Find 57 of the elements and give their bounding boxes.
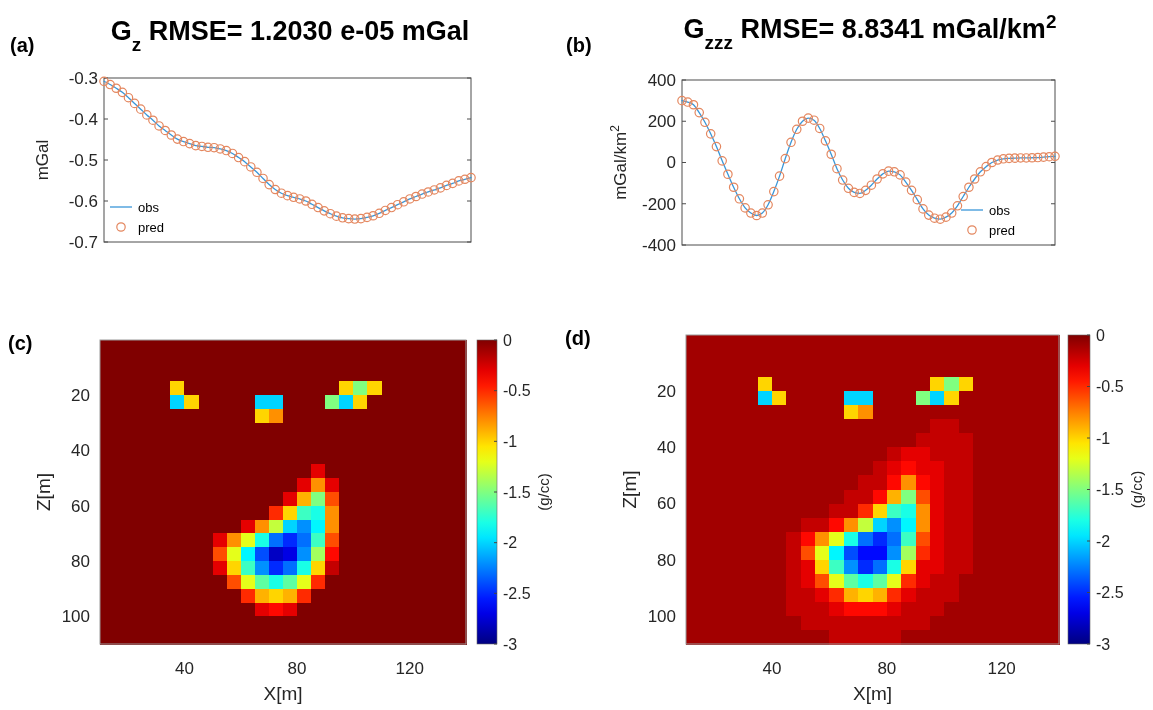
text: (d): [565, 327, 591, 349]
text: (a): [10, 34, 35, 56]
y-tick-label: 40: [657, 438, 676, 458]
color-bar-label: -2.5: [1096, 584, 1124, 602]
y-tick-label: 100: [647, 606, 676, 626]
legend-label: obs: [989, 202, 1011, 218]
legend-label: obs: [138, 199, 160, 215]
x-tick-label: 120: [987, 659, 1016, 678]
x-tick-label: 120: [395, 659, 424, 678]
color-bar-title: (g/cc): [535, 473, 552, 511]
y-tick-label: -0.6: [68, 191, 98, 211]
color-bar-label: -1: [503, 432, 518, 450]
x-tick-label: 80: [287, 659, 307, 678]
y-tick-label: 0: [666, 153, 676, 173]
x-tick-label: 80: [877, 659, 897, 678]
color-bar-label: -3: [503, 635, 518, 653]
color-bar-label: -1.5: [1096, 481, 1124, 499]
legend-label: pred: [138, 219, 165, 235]
y-tick-label: -0.7: [68, 232, 98, 252]
y-tick-label: 60: [657, 494, 676, 514]
x-axis-title: X[m]: [852, 683, 893, 704]
chart-title: G$_{zzz}$ RMSE= 8.8341 mGal/km$^{2}$: [683, 10, 1057, 53]
x-axis-title: X[m]: [263, 683, 303, 704]
y-tick-label: -200: [641, 194, 676, 214]
color-bar-label: 0: [503, 331, 512, 349]
chart-title: G$_{z}$ RMSE= 1.2030 e-05 mGal: [110, 16, 470, 55]
color-bar-label: -0.5: [503, 382, 531, 400]
y-tick-label: 200: [647, 112, 676, 132]
y-tick-label: 100: [61, 607, 90, 627]
y-tick-label: 20: [71, 386, 90, 406]
color-bar-label: -2.5: [503, 584, 531, 602]
color-bar-label: -2: [503, 534, 518, 552]
color-bar-label: -3: [1096, 635, 1111, 653]
y-axis-title: Z[m]: [619, 470, 640, 509]
x-tick-label: 40: [762, 659, 782, 678]
text: (c): [8, 332, 33, 354]
y-tick-label: 80: [71, 552, 90, 572]
color-bar-label: -2: [1096, 532, 1111, 550]
y-tick-label: -0.4: [68, 109, 98, 129]
color-bar-label: -0.5: [1096, 378, 1124, 396]
y-tick-label: 400: [647, 70, 676, 90]
y-tick-label: 40: [71, 441, 90, 461]
y-tick-label: -0.3: [68, 68, 98, 88]
y-tick-label: 60: [71, 496, 90, 516]
y-tick-label: -400: [641, 235, 676, 255]
color-bar-label: -1.5: [503, 483, 531, 501]
color-bar-title: (g/cc): [1128, 470, 1145, 509]
y-tick-label: -0.5: [68, 150, 98, 170]
y-tick-label: 80: [657, 550, 676, 570]
y-axis-title: mGal: [33, 139, 52, 181]
y-tick-label: 20: [657, 382, 676, 402]
x-tick-label: 40: [175, 659, 194, 678]
y-axis-title: Z[m]: [33, 473, 54, 511]
color-bar-label: -1: [1096, 429, 1111, 447]
legend-label: pred: [989, 222, 1016, 238]
color-bar-label: 0: [1096, 326, 1105, 344]
text: (b): [566, 34, 592, 56]
